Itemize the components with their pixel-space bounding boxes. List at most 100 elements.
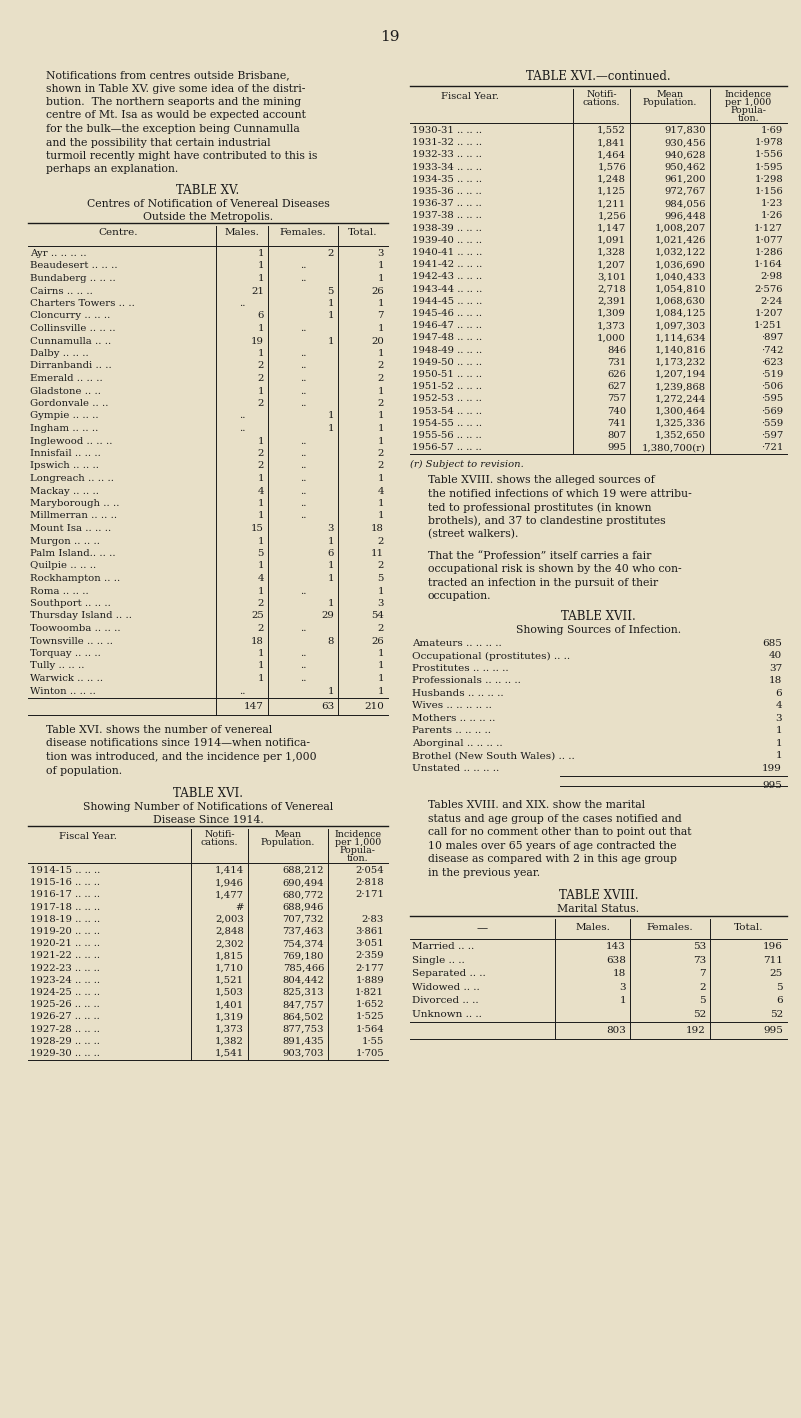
Text: 1: 1 — [257, 562, 264, 570]
Text: Showing Number of Notifications of Venereal: Showing Number of Notifications of Vener… — [83, 803, 333, 813]
Text: Toowoomba .. .. ..: Toowoomba .. .. .. — [30, 624, 121, 632]
Text: ..: .. — [300, 450, 306, 458]
Text: 7: 7 — [377, 312, 384, 320]
Text: 940,628: 940,628 — [665, 150, 706, 159]
Text: centre of Mt. Isa as would be expected account: centre of Mt. Isa as would be expected a… — [46, 111, 306, 121]
Text: 37: 37 — [769, 664, 782, 674]
Text: call for no comment other than to point out that: call for no comment other than to point … — [428, 827, 691, 838]
Text: ..: .. — [239, 686, 245, 695]
Text: 1928-29 .. .. ..: 1928-29 .. .. .. — [30, 1037, 100, 1046]
Text: Married .. ..: Married .. .. — [412, 943, 474, 951]
Text: 19: 19 — [380, 30, 400, 44]
Text: 626: 626 — [607, 370, 626, 379]
Text: 1·077: 1·077 — [755, 235, 783, 245]
Text: 1: 1 — [257, 536, 264, 546]
Text: Wives .. .. .. .. ..: Wives .. .. .. .. .. — [412, 702, 492, 710]
Text: Widowed .. ..: Widowed .. .. — [412, 983, 480, 993]
Text: 847,757: 847,757 — [283, 1000, 324, 1010]
Text: 1,710: 1,710 — [215, 964, 244, 973]
Text: Rockhampton .. ..: Rockhampton .. .. — [30, 574, 120, 583]
Text: 18: 18 — [371, 525, 384, 533]
Text: Quilpie .. .. ..: Quilpie .. .. .. — [30, 562, 96, 570]
Text: for the bulk—the exception being Cunnamulla: for the bulk—the exception being Cunnamu… — [46, 123, 300, 133]
Text: 2: 2 — [258, 362, 264, 370]
Text: Popula-: Popula- — [340, 847, 376, 855]
Text: Separated .. ..: Separated .. .. — [412, 970, 485, 978]
Text: 1938-39 .. .. ..: 1938-39 .. .. .. — [412, 224, 482, 233]
Text: 5: 5 — [328, 286, 334, 295]
Text: in the previous year.: in the previous year. — [428, 868, 540, 878]
Text: 1922-23 .. .. ..: 1922-23 .. .. .. — [30, 964, 100, 973]
Text: 1915-16 .. .. ..: 1915-16 .. .. .. — [30, 878, 100, 888]
Text: 1945-46 .. .. ..: 1945-46 .. .. .. — [412, 309, 482, 318]
Text: 1: 1 — [257, 499, 264, 508]
Text: ..: .. — [300, 387, 306, 396]
Text: 1: 1 — [328, 424, 334, 432]
Text: 1,946: 1,946 — [215, 878, 244, 888]
Text: 2: 2 — [377, 374, 384, 383]
Text: 917,830: 917,830 — [664, 126, 706, 135]
Text: Roma .. .. ..: Roma .. .. .. — [30, 587, 89, 596]
Text: ..: .. — [300, 674, 306, 683]
Text: 1,380,700(r): 1,380,700(r) — [642, 444, 706, 452]
Text: 1919-20 .. .. ..: 1919-20 .. .. .. — [30, 927, 100, 936]
Text: ..: .. — [300, 362, 306, 370]
Text: and the possibility that certain industrial: and the possibility that certain industr… — [46, 138, 271, 147]
Text: 19: 19 — [252, 336, 264, 346]
Text: 3·051: 3·051 — [356, 939, 384, 949]
Text: 15: 15 — [252, 525, 264, 533]
Text: 3: 3 — [619, 983, 626, 993]
Text: 4: 4 — [775, 702, 782, 710]
Text: Millmerran .. .. ..: Millmerran .. .. .. — [30, 512, 117, 520]
Text: 1,125: 1,125 — [597, 187, 626, 196]
Text: (r) Subject to revision.: (r) Subject to revision. — [410, 459, 524, 468]
Text: 680,772: 680,772 — [283, 891, 324, 899]
Text: turmoil recently might have contributed to this is: turmoil recently might have contributed … — [46, 150, 317, 162]
Text: Aborginal .. .. .. ..: Aborginal .. .. .. .. — [412, 739, 502, 747]
Text: 1952-53 .. .. ..: 1952-53 .. .. .. — [412, 394, 482, 403]
Text: 18: 18 — [769, 676, 782, 685]
Text: 1: 1 — [328, 336, 334, 346]
Text: ..: .. — [300, 461, 306, 471]
Text: 1: 1 — [257, 437, 264, 445]
Text: 6: 6 — [776, 997, 783, 1005]
Text: 1: 1 — [377, 424, 384, 432]
Text: 1,000: 1,000 — [597, 333, 626, 342]
Text: 2: 2 — [258, 624, 264, 632]
Text: Dalby .. .. ..: Dalby .. .. .. — [30, 349, 89, 357]
Text: 877,753: 877,753 — [283, 1025, 324, 1034]
Text: 1956-57 .. .. ..: 1956-57 .. .. .. — [412, 444, 481, 452]
Text: 1,021,426: 1,021,426 — [654, 235, 706, 245]
Text: 1946-47 .. .. ..: 1946-47 .. .. .. — [412, 322, 482, 330]
Text: Mean: Mean — [275, 830, 301, 839]
Text: 2: 2 — [377, 450, 384, 458]
Text: 1·164: 1·164 — [754, 259, 783, 269]
Text: 2·576: 2·576 — [755, 285, 783, 294]
Text: Mackay .. .. ..: Mackay .. .. .. — [30, 486, 99, 495]
Text: 1,552: 1,552 — [597, 126, 626, 135]
Text: 1929-30 .. .. ..: 1929-30 .. .. .. — [30, 1049, 100, 1058]
Text: ..: .. — [300, 649, 306, 658]
Text: 1920-21 .. .. ..: 1920-21 .. .. .. — [30, 939, 100, 949]
Text: 20: 20 — [371, 336, 384, 346]
Text: Table XVIII. shows the alleged sources of: Table XVIII. shows the alleged sources o… — [428, 475, 654, 485]
Text: Popula-: Popula- — [731, 106, 767, 115]
Text: ..: .. — [300, 474, 306, 484]
Text: 1·556: 1·556 — [755, 150, 783, 159]
Text: 995: 995 — [763, 1027, 783, 1035]
Text: 825,313: 825,313 — [283, 988, 324, 997]
Text: Notifi-: Notifi- — [204, 830, 235, 839]
Text: TABLE XVII.: TABLE XVII. — [562, 610, 636, 623]
Text: Centre.: Centre. — [99, 228, 138, 237]
Text: 995: 995 — [607, 444, 626, 452]
Text: ..: .. — [300, 398, 306, 408]
Text: ..: .. — [300, 323, 306, 333]
Text: 1,319: 1,319 — [215, 1012, 244, 1021]
Text: 769,180: 769,180 — [283, 951, 324, 960]
Text: 63: 63 — [320, 702, 334, 710]
Text: 1: 1 — [377, 261, 384, 271]
Text: Cunnamulla .. ..: Cunnamulla .. .. — [30, 336, 111, 346]
Text: 2: 2 — [258, 450, 264, 458]
Text: Ingham .. .. ..: Ingham .. .. .. — [30, 424, 99, 432]
Text: ..: .. — [300, 624, 306, 632]
